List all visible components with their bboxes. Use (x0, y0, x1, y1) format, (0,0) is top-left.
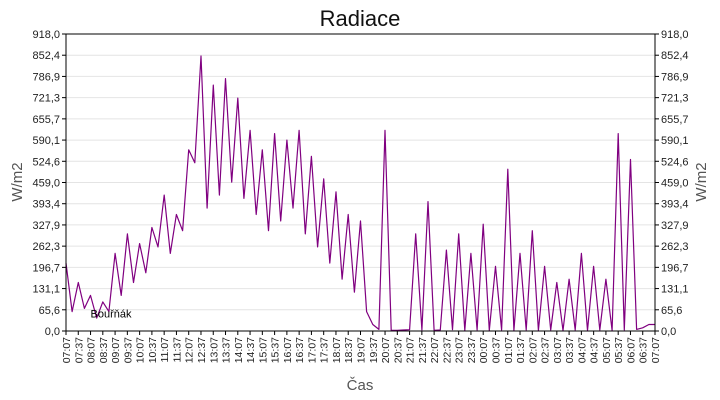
x-tick-label: 21:37 (417, 337, 429, 363)
x-tick-label: 01:07 (503, 337, 515, 363)
x-tick-label: 12:37 (196, 337, 208, 363)
y-tick-label-left: 65,6 (39, 305, 60, 317)
x-tick-label: 10:07 (135, 337, 147, 363)
y-tick-label-right: 590,1 (661, 135, 689, 147)
x-tick-label: 21:07 (405, 337, 417, 363)
y-tick-label-right: 393,4 (661, 199, 689, 211)
y-tick-label-left: 262,3 (32, 241, 60, 253)
y-tick-label-right: 131,1 (661, 284, 689, 296)
x-axis-label: Čas (347, 377, 374, 394)
y-tick-label-left: 524,6 (32, 156, 60, 168)
y-axis-label-left: W/m2 (9, 162, 26, 201)
x-tick-label: 12:07 (184, 337, 196, 363)
y-tick-label-left: 327,9 (32, 220, 60, 232)
y-tick-label-right: 918,0 (661, 29, 689, 41)
y-tick-label-right: 65,6 (661, 305, 682, 317)
x-tick-label: 14:07 (233, 337, 245, 363)
x-tick-label: 00:37 (490, 337, 502, 363)
x-tick-label: 04:37 (589, 337, 601, 363)
x-tick-label: 18:37 (343, 337, 355, 363)
y-tick-label-left: 196,7 (32, 262, 60, 274)
x-tick-label: 23:07 (454, 337, 466, 363)
series-layer (65, 55, 655, 331)
x-tick-label: 06:07 (625, 337, 637, 363)
x-tick-label: 04:07 (576, 337, 588, 363)
y-tick-label-right: 196,7 (661, 262, 689, 274)
x-tick-label: 07:37 (73, 337, 85, 363)
x-tick-label: 08:07 (86, 337, 98, 363)
y-tick-label-left: 655,7 (32, 114, 60, 126)
x-tick-label: 05:37 (613, 337, 625, 363)
x-tick-label: 11:37 (171, 337, 183, 363)
x-tick-label: 02:37 (540, 337, 552, 363)
x-tick-label: 17:07 (306, 337, 318, 363)
x-tick-label: 16:37 (294, 337, 306, 363)
y-tick-label-right: 655,7 (661, 114, 689, 126)
x-tick-label: 22:37 (441, 337, 453, 363)
y-tick-label-right: 327,9 (661, 220, 689, 232)
y-tick-label-right: 262,3 (661, 241, 689, 253)
y-tick-label-right: 459,0 (661, 178, 689, 190)
x-tick-label: 19:07 (356, 337, 368, 363)
x-tick-label: 11:07 (159, 337, 171, 363)
chart-title: Radiace (320, 6, 401, 31)
x-tick-label: 00:07 (478, 337, 490, 363)
y-tick-label-left: 852,4 (32, 50, 60, 62)
y-tick-label-right: 721,3 (661, 93, 689, 105)
x-tick-label: 13:07 (208, 337, 220, 363)
y-tick-label-right: 524,6 (661, 156, 689, 168)
x-tick-label: 22:07 (429, 337, 441, 363)
x-tick-label: 03:07 (552, 337, 564, 363)
x-tick-label: 02:07 (527, 337, 539, 363)
annotation-label: Bouřňák (91, 308, 132, 320)
x-tick-label: 23:37 (466, 337, 478, 363)
x-tick-label: 03:37 (564, 337, 576, 363)
y-tick-label-left: 131,1 (32, 284, 60, 296)
x-tick-label: 09:37 (122, 337, 134, 363)
x-tick-label: 20:37 (392, 337, 404, 363)
series-line (65, 55, 655, 331)
x-tick-label: 19:37 (368, 337, 380, 363)
y-tick-label-left: 786,9 (32, 71, 60, 83)
y-tick-label-left: 393,4 (32, 199, 60, 211)
x-tick-label: 18:07 (331, 337, 343, 363)
grid (66, 54, 655, 311)
x-tick-label: 09:07 (110, 337, 122, 363)
axes: 0,0 0,0 65,6 65,6 131,1 131,1 196,7 196,7 262,3 2… (32, 29, 688, 363)
y-tick-label-left: 918,0 (32, 29, 60, 41)
y-tick-label-right: 0,0 (661, 326, 676, 338)
y-axis-label-right: W/m2 (693, 162, 710, 201)
plot-frame (65, 33, 656, 332)
x-tick-label: 13:37 (221, 337, 233, 363)
x-tick-label: 07:07 (650, 337, 662, 363)
y-tick-label-right: 786,9 (661, 71, 689, 83)
y-tick-label-left: 0,0 (45, 326, 60, 338)
x-tick-label: 20:07 (380, 337, 392, 363)
y-tick-label-left: 721,3 (32, 93, 60, 105)
x-tick-label: 05:07 (601, 337, 613, 363)
x-tick-label: 06:37 (638, 337, 650, 363)
x-tick-label: 08:37 (98, 337, 110, 363)
y-tick-label-left: 459,0 (32, 178, 60, 190)
y-tick-label-left: 590,1 (32, 135, 60, 147)
x-tick-label: 14:37 (245, 337, 257, 363)
x-tick-label: 15:37 (270, 337, 282, 363)
x-tick-label: 16:07 (282, 337, 294, 363)
y-tick-label-right: 852,4 (661, 50, 689, 62)
x-tick-label: 17:37 (319, 337, 331, 363)
x-tick-label: 07:07 (61, 337, 73, 363)
x-tick-label: 15:07 (257, 337, 269, 363)
x-tick-label: 01:37 (515, 337, 527, 363)
x-tick-label: 10:37 (147, 337, 159, 363)
annotations: Bouřňák (91, 308, 132, 320)
